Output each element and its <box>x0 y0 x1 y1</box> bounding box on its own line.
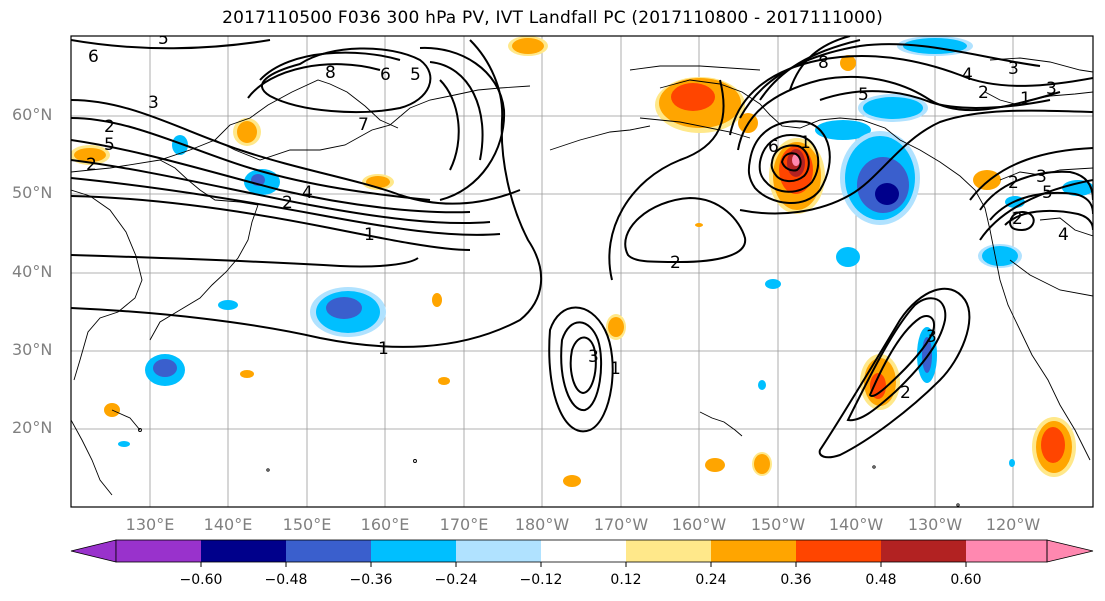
contour-label: 4 <box>962 65 973 85</box>
contour-label: 3 <box>1008 59 1019 79</box>
contour-label: 2 <box>978 83 989 103</box>
contour-label: 1 <box>800 133 811 153</box>
contour-label: 5 <box>158 29 169 49</box>
contour-label: 2 <box>670 253 681 273</box>
lat-label-40n: 40°N <box>12 262 53 281</box>
contour-label: 2 <box>282 193 293 213</box>
lon-label-140e: 140°E <box>203 515 253 534</box>
islands <box>138 411 960 507</box>
colorbar <box>70 539 1094 567</box>
contour-label: 2 <box>1012 209 1023 229</box>
contour-label: 5 <box>104 135 115 155</box>
lat-label-30n: 30°N <box>12 340 53 359</box>
contour-label: 1 <box>364 225 375 245</box>
lat-label-60n: 60°N <box>12 105 53 124</box>
colorbar-tick-label: 0.12 <box>610 572 642 588</box>
lon-label-120w: 120°W <box>985 515 1041 534</box>
contour-label: 5 <box>1042 183 1053 203</box>
contour-label: 2 <box>1008 173 1019 193</box>
lat-label-50n: 50°N <box>12 183 53 202</box>
colorbar-extend-low <box>70 539 117 563</box>
colorbar-extend-high <box>1046 539 1094 563</box>
lon-label-140w: 140°W <box>828 515 884 534</box>
lon-label-150e: 150°E <box>282 515 332 534</box>
contour-label: 8 <box>325 63 336 83</box>
contour-label: 7 <box>358 115 369 135</box>
colorbar-tick-label: 0.36 <box>780 572 812 588</box>
lon-label-170w: 170°W <box>593 515 649 534</box>
lon-label-160w: 160°W <box>671 515 727 534</box>
contour-label: 3 <box>1046 79 1057 99</box>
contour-label: 6 <box>380 65 391 85</box>
contour-label: 5 <box>858 85 869 105</box>
colorbar-tick-label: 0.60 <box>950 572 982 588</box>
contour-label: 3 <box>926 327 937 347</box>
lon-label-170e: 170°E <box>439 515 489 534</box>
colorbar-tick-label: −0.12 <box>519 572 563 588</box>
colorbar-tick-label: −0.48 <box>264 572 308 588</box>
lon-label-180w: 180°W <box>514 515 570 534</box>
map-area: 6 5 3 2 5 2 4 2 1 8 6 5 7 1 8 5 4 3 2 1 … <box>71 29 1093 507</box>
contour-label: 1 <box>378 339 389 359</box>
contour-label: 2 <box>104 117 115 137</box>
contour-label: 3 <box>148 93 159 113</box>
colorbar-tick-label: 0.48 <box>865 572 897 588</box>
lat-label-20n: 20°N <box>12 418 53 437</box>
contour-label: 3 <box>1036 167 1047 187</box>
contour-label: 4 <box>302 183 313 203</box>
colorbar-tick-label: 0.24 <box>695 572 727 588</box>
contour-label: 6 <box>768 137 779 157</box>
plot-title: 2017110500 F036 300 hPa PV, IVT Landfall… <box>222 8 883 28</box>
contour-label: 6 <box>88 47 99 67</box>
contour-labels: 6 5 3 2 5 2 4 2 1 8 6 5 7 1 8 5 4 3 2 1 … <box>86 29 1069 403</box>
contour-label: 3 <box>588 347 599 367</box>
contour-label: 5 <box>410 65 421 85</box>
contour-label: 8 <box>818 53 829 73</box>
lon-label-150w: 150°W <box>750 515 806 534</box>
colorbar-tick-label: −0.36 <box>349 572 393 588</box>
contour-label: 1 <box>610 359 621 379</box>
contour-label: 2 <box>900 383 911 403</box>
colorbar-tick-label: −0.60 <box>179 572 223 588</box>
pv-contours <box>71 36 1093 459</box>
lon-label-130w: 130°W <box>907 515 963 534</box>
contour-label: 1 <box>1020 89 1031 109</box>
colorbar-tick-label: −0.24 <box>434 572 478 588</box>
contour-label: 4 <box>1058 225 1069 245</box>
map-frame <box>70 35 1094 508</box>
coastlines <box>71 57 1093 496</box>
contour-label: 2 <box>86 155 97 175</box>
lon-label-130e: 130°E <box>125 515 175 534</box>
lon-label-160e: 160°E <box>360 515 410 534</box>
